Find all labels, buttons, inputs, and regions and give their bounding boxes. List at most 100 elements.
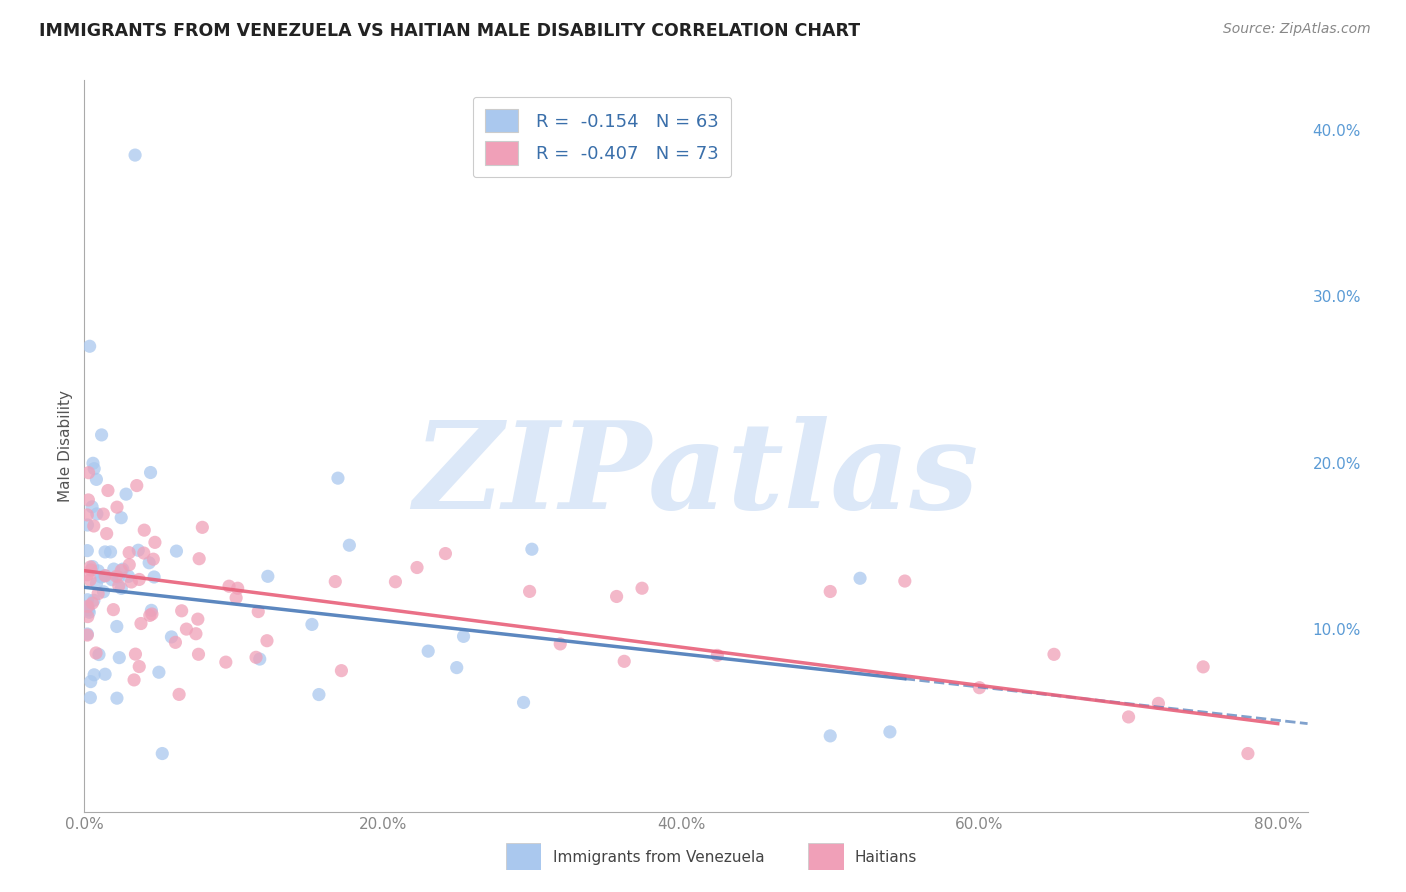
Point — [105, 569, 128, 583]
Point — [323, 574, 346, 589]
Point — [110, 564, 132, 578]
Point — [118, 558, 141, 572]
Point — [512, 695, 534, 709]
Point — [139, 608, 162, 623]
Point — [141, 603, 163, 617]
Point — [108, 650, 131, 665]
Point — [105, 619, 128, 633]
Point — [613, 654, 636, 668]
Point — [76, 592, 98, 607]
Point — [124, 647, 146, 661]
Point — [218, 579, 240, 593]
Point — [76, 609, 98, 624]
Point — [249, 652, 271, 666]
Point — [894, 574, 917, 588]
Point — [117, 569, 139, 583]
Point — [94, 568, 117, 582]
Point — [139, 466, 162, 480]
Point — [87, 648, 110, 662]
Point — [80, 563, 103, 577]
Point — [406, 560, 429, 574]
Point — [188, 551, 211, 566]
Point — [225, 591, 247, 605]
Point — [103, 562, 125, 576]
Point — [122, 673, 145, 687]
Point — [256, 633, 278, 648]
Point — [308, 688, 330, 702]
Point — [301, 617, 323, 632]
Point — [187, 647, 209, 661]
Point — [111, 562, 134, 576]
Point — [80, 500, 103, 514]
Point — [77, 492, 100, 507]
Point — [101, 573, 124, 587]
Point — [84, 646, 107, 660]
Point — [79, 690, 101, 705]
Point — [77, 603, 100, 617]
Point — [94, 545, 117, 559]
Point — [79, 560, 101, 574]
Point — [77, 466, 100, 480]
Point — [127, 543, 149, 558]
Point — [93, 584, 115, 599]
Point — [80, 674, 103, 689]
Point — [818, 584, 841, 599]
Point — [245, 650, 267, 665]
Point — [125, 478, 148, 492]
Y-axis label: Male Disability: Male Disability — [58, 390, 73, 502]
Legend: R =  -0.154   N = 63, R =  -0.407   N = 73: R = -0.154 N = 63, R = -0.407 N = 73 — [472, 96, 731, 178]
Point — [86, 472, 108, 486]
Point — [90, 428, 112, 442]
Point — [132, 546, 155, 560]
Point — [226, 581, 249, 595]
Point — [548, 637, 571, 651]
Point — [330, 664, 353, 678]
Point — [76, 600, 98, 615]
Point — [82, 559, 104, 574]
Point — [326, 471, 349, 485]
Point — [384, 574, 406, 589]
Point — [256, 569, 278, 583]
Point — [118, 546, 141, 560]
Point — [215, 655, 238, 669]
Point — [107, 570, 129, 584]
Point — [76, 508, 98, 522]
Point — [1147, 697, 1170, 711]
Point — [1237, 747, 1260, 761]
Point — [76, 518, 98, 533]
Point — [82, 596, 104, 610]
Text: ZIPatlas: ZIPatlas — [413, 416, 979, 534]
Point — [631, 581, 654, 595]
Point — [82, 456, 104, 470]
Point — [879, 725, 901, 739]
Point — [187, 612, 209, 626]
Point — [105, 691, 128, 706]
Point — [849, 571, 872, 585]
Point — [247, 605, 270, 619]
Point — [90, 570, 112, 584]
Point — [96, 526, 118, 541]
Point — [138, 556, 160, 570]
Point — [453, 629, 475, 643]
Point — [142, 552, 165, 566]
Point — [110, 510, 132, 524]
Text: Haitians: Haitians — [855, 850, 917, 864]
Point — [606, 590, 628, 604]
Point — [79, 573, 101, 587]
Point — [83, 461, 105, 475]
Point — [706, 648, 728, 663]
Point — [76, 627, 98, 641]
Point — [141, 607, 163, 621]
Point — [418, 644, 440, 658]
Point — [87, 564, 110, 578]
Point — [91, 507, 114, 521]
Point — [128, 573, 150, 587]
Text: Source: ZipAtlas.com: Source: ZipAtlas.com — [1223, 22, 1371, 37]
Point — [120, 574, 142, 589]
Point — [86, 507, 108, 521]
Point — [148, 665, 170, 680]
Point — [76, 567, 98, 582]
Point — [86, 576, 108, 591]
Point — [115, 487, 138, 501]
Point — [83, 593, 105, 607]
